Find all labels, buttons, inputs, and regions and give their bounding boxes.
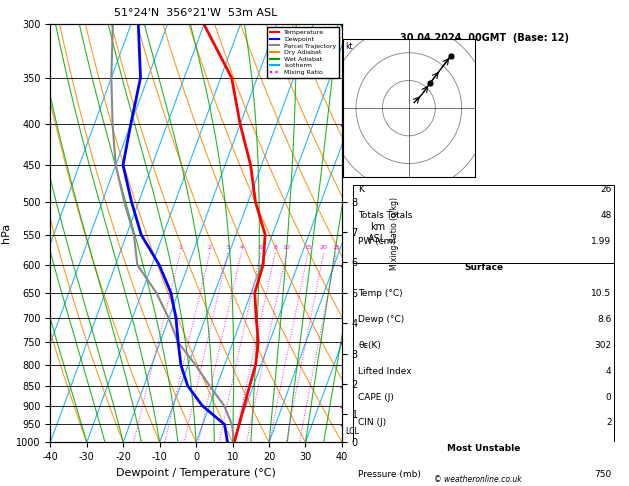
Text: K: K (359, 185, 364, 194)
Text: Totals Totals: Totals Totals (359, 211, 413, 220)
Bar (353, 444, 614, 486)
Text: kt: kt (345, 42, 353, 51)
Text: 20: 20 (320, 244, 328, 250)
Text: θᴇ(K): θᴇ(K) (359, 341, 381, 350)
Text: LCL: LCL (345, 427, 359, 436)
Text: © weatheronline.co.uk: © weatheronline.co.uk (434, 474, 522, 484)
Text: 1.99: 1.99 (591, 237, 611, 246)
Text: 26: 26 (600, 185, 611, 194)
Text: 15: 15 (304, 244, 312, 250)
Text: 3: 3 (226, 244, 230, 250)
Text: 25: 25 (332, 244, 340, 250)
Point (425, 79, 435, 87)
Text: 8.6: 8.6 (597, 315, 611, 324)
Text: 1: 1 (178, 244, 182, 250)
Text: Lifted Index: Lifted Index (359, 366, 412, 376)
Text: 30.04.2024  00GMT  (Base: 12): 30.04.2024 00GMT (Base: 12) (401, 33, 569, 43)
Text: 10: 10 (282, 244, 291, 250)
Title: 51°24'N  356°21'W  53m ASL: 51°24'N 356°21'W 53m ASL (114, 8, 278, 18)
Y-axis label: hPa: hPa (1, 223, 11, 243)
Text: Most Unstable: Most Unstable (447, 444, 520, 453)
X-axis label: Dewpoint / Temperature (°C): Dewpoint / Temperature (°C) (116, 468, 276, 478)
Point (446, 52, 456, 59)
Text: 0: 0 (606, 393, 611, 401)
Text: 750: 750 (594, 470, 611, 479)
Bar (353, 185, 614, 263)
Text: 4: 4 (239, 244, 243, 250)
Text: 6: 6 (259, 244, 263, 250)
Text: CIN (J): CIN (J) (359, 418, 387, 427)
Text: 2: 2 (208, 244, 211, 250)
Text: 4: 4 (606, 366, 611, 376)
Text: 10.5: 10.5 (591, 289, 611, 298)
Text: Temp (°C): Temp (°C) (359, 289, 403, 298)
Text: Dewp (°C): Dewp (°C) (359, 315, 404, 324)
Legend: Temperature, Dewpoint, Parcel Trajectory, Dry Adiabat, Wet Adiabat, Isotherm, Mi: Temperature, Dewpoint, Parcel Trajectory… (267, 27, 339, 78)
Text: 302: 302 (594, 341, 611, 350)
Bar (353, 263, 614, 444)
Text: Surface: Surface (464, 263, 503, 272)
Text: CAPE (J): CAPE (J) (359, 393, 394, 401)
Text: Mixing Ratio (g/kg): Mixing Ratio (g/kg) (390, 197, 399, 270)
Y-axis label: km
ASL: km ASL (368, 223, 386, 244)
Text: Pressure (mb): Pressure (mb) (359, 470, 421, 479)
Text: PW (cm): PW (cm) (359, 237, 396, 246)
Text: 2: 2 (606, 418, 611, 427)
Text: 48: 48 (600, 211, 611, 220)
Text: 8: 8 (273, 244, 277, 250)
